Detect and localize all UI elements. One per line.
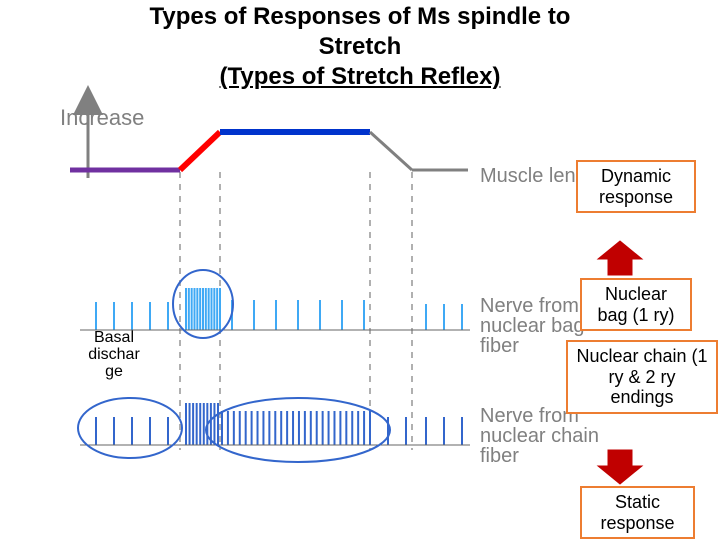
dynamic-response-box: Dynamic response: [576, 160, 696, 213]
static-response-box: Static response: [580, 486, 695, 539]
title-line1: Types of Responses of Ms spindle to: [150, 3, 571, 30]
nerve-chain-label: Nerve from nuclear chain fiber: [480, 406, 630, 466]
basal-discharge-label: Basal dischar ge: [82, 330, 146, 380]
nuclear-bag-box: Nuclear bag (1 ry): [580, 278, 692, 331]
title-line2: Stretch: [319, 33, 402, 60]
page-title: Types of Responses of Ms spindle to Stre…: [0, 2, 720, 92]
title-line3: (Types of Stretch Reflex): [220, 63, 501, 90]
increase-label: Increase: [60, 105, 144, 131]
nuclear-chain-box: Nuclear chain (1 ry & 2 ry endings: [566, 340, 718, 414]
